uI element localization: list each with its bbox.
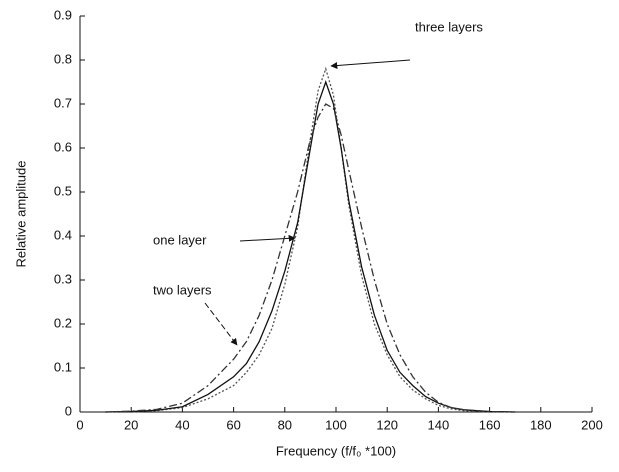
series-label: two layers <box>153 282 212 297</box>
x-tick-label: 100 <box>325 417 347 432</box>
x-tick-label: 140 <box>428 417 450 432</box>
x-tick-label: 180 <box>530 417 552 432</box>
x-tick-label: 40 <box>175 417 189 432</box>
line-series <box>105 66 516 413</box>
y-tick-label: 0.8 <box>54 51 72 66</box>
x-tick-label: 20 <box>124 417 138 432</box>
annotation-arrow <box>330 59 411 70</box>
x-tick-label: 60 <box>226 417 240 432</box>
x-tick-label: 0 <box>76 417 83 432</box>
line-series <box>105 103 516 413</box>
y-tick-label: 0.7 <box>54 95 72 110</box>
y-tick-label: 0.9 <box>54 7 72 22</box>
x-tick-label: 120 <box>376 417 398 432</box>
y-tick-label: 0.5 <box>54 183 72 198</box>
series-label: three layers <box>415 19 483 34</box>
y-tick-label: 0.2 <box>54 315 72 330</box>
y-tick-label: 0.4 <box>54 227 72 242</box>
x-axis-label: Frequency (f/f₀ *100) <box>276 443 396 458</box>
y-tick-label: 0.6 <box>54 139 72 154</box>
annotation-arrow <box>204 302 238 346</box>
series-label: one layer <box>153 232 207 247</box>
y-tick-label: 0.1 <box>54 359 72 374</box>
x-tick-label: 200 <box>581 417 603 432</box>
y-axis-label: Relative amplitude <box>13 161 28 268</box>
line-series <box>105 80 516 413</box>
y-tick-label: 0 <box>65 403 72 418</box>
y-tick-label: 0.3 <box>54 271 72 286</box>
annotation-arrow <box>239 234 296 242</box>
x-tick-label: 80 <box>278 417 292 432</box>
x-tick-label: 160 <box>479 417 501 432</box>
